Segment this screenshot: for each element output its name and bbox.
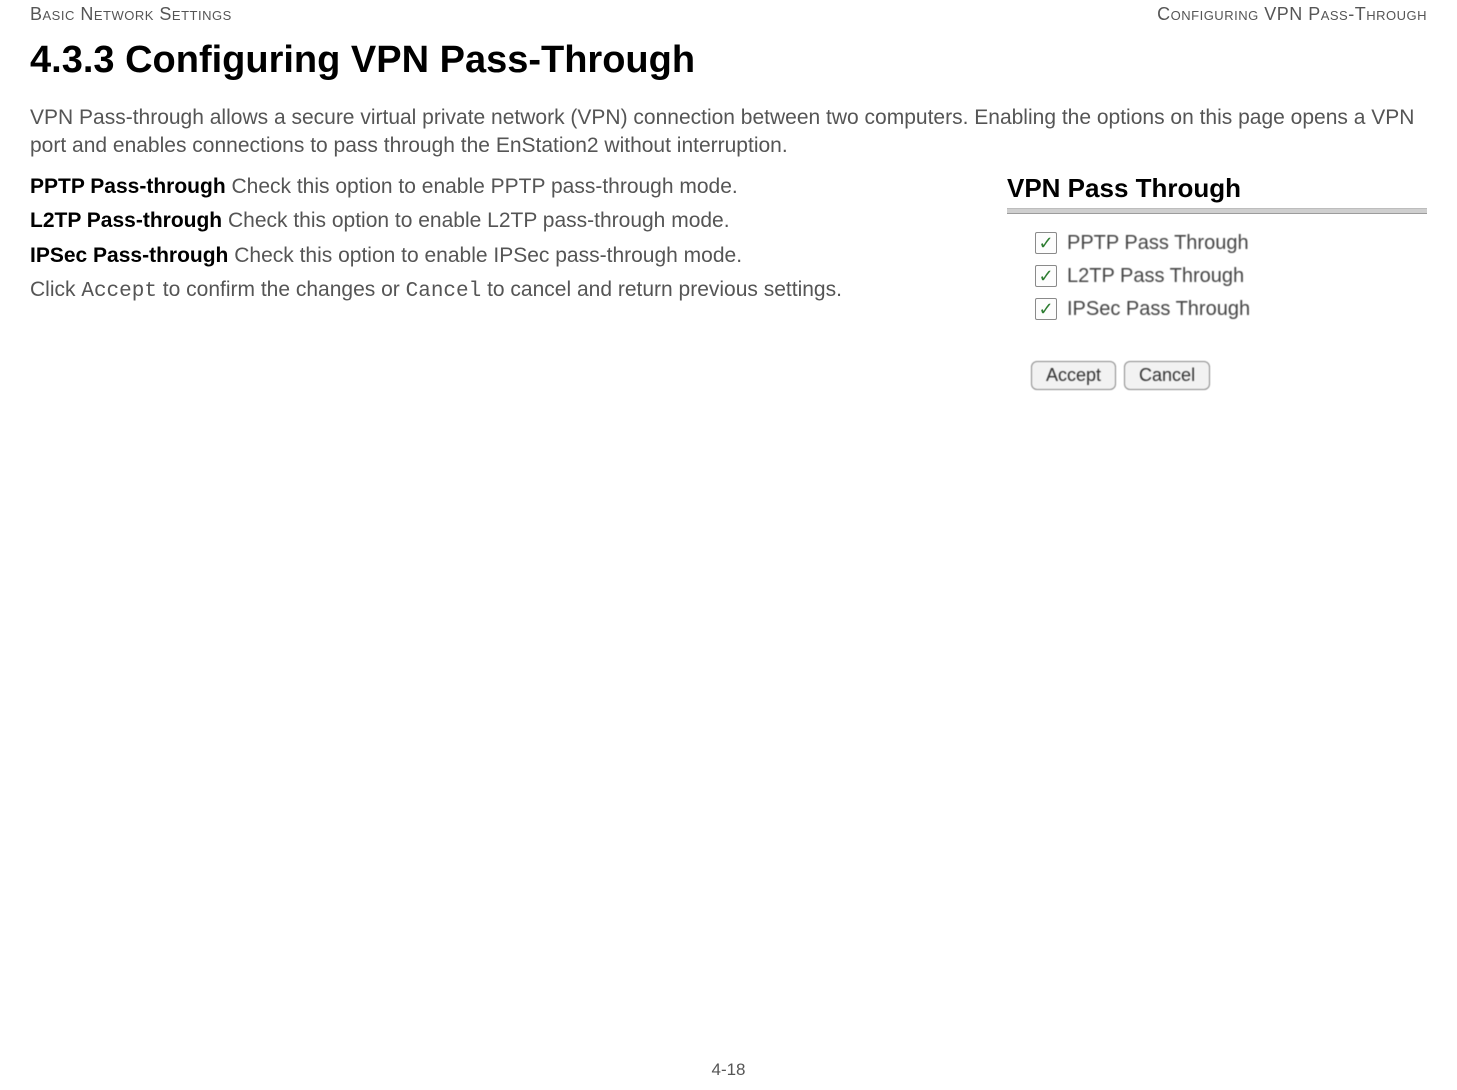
- option-pptp-label: PPTP Pass-through: [30, 175, 226, 198]
- text-column: PPTP Pass-through Check this option to e…: [30, 171, 977, 311]
- widget-divider: [1007, 208, 1427, 214]
- option-ipsec-label: IPSec Pass-through: [30, 244, 228, 267]
- confirm-mid: to confirm the changes or: [157, 278, 406, 301]
- accept-button[interactable]: Accept: [1031, 361, 1116, 390]
- checkbox-pptp-label: PPTP Pass Through: [1067, 232, 1249, 255]
- confirm-prefix: Click: [30, 278, 81, 301]
- option-ipsec: IPSec Pass-through Check this option to …: [30, 240, 977, 273]
- vpn-widget: VPN Pass Through ✓ PPTP Pass Through ✓ L…: [1007, 171, 1427, 390]
- widget-title: VPN Pass Through: [1007, 173, 1427, 208]
- option-l2tp: L2TP Pass-through Check this option to e…: [30, 205, 977, 238]
- widget-buttons: Accept Cancel: [1031, 361, 1427, 390]
- intro-paragraph: VPN Pass-through allows a secure virtual…: [30, 104, 1427, 161]
- confirm-line: Click Accept to confirm the changes or C…: [30, 274, 977, 309]
- option-pptp: PPTP Pass-through Check this option to e…: [30, 171, 977, 204]
- header-right: Configuring VPN Pass-Through: [1157, 4, 1427, 25]
- checkbox-ipsec[interactable]: ✓ IPSec Pass Through: [1035, 298, 1427, 321]
- section-heading: 4.3.3 Configuring VPN Pass-Through: [30, 39, 1427, 82]
- option-l2tp-label: L2TP Pass-through: [30, 209, 222, 232]
- checkbox-ipsec-label: IPSec Pass Through: [1067, 298, 1250, 321]
- checkbox-l2tp[interactable]: ✓ L2TP Pass Through: [1035, 265, 1427, 288]
- checkbox-l2tp-label: L2TP Pass Through: [1067, 265, 1244, 288]
- header-left: Basic Network Settings: [30, 4, 232, 25]
- checkbox-pptp-box[interactable]: ✓: [1035, 232, 1057, 254]
- checkbox-l2tp-box[interactable]: ✓: [1035, 265, 1057, 287]
- cancel-button[interactable]: Cancel: [1124, 361, 1210, 390]
- content-row: PPTP Pass-through Check this option to e…: [30, 171, 1427, 390]
- option-pptp-desc: Check this option to enable PPTP pass-th…: [226, 175, 738, 198]
- confirm-cancel-mono: Cancel: [406, 280, 482, 303]
- checkbox-pptp[interactable]: ✓ PPTP Pass Through: [1035, 232, 1427, 255]
- footer-page-number: 4-18: [0, 1060, 1457, 1080]
- option-ipsec-desc: Check this option to enable IPSec pass-t…: [228, 244, 742, 267]
- confirm-suffix: to cancel and return previous settings.: [481, 278, 842, 301]
- option-l2tp-desc: Check this option to enable L2TP pass-th…: [222, 209, 729, 232]
- page-header: Basic Network Settings Configuring VPN P…: [30, 0, 1427, 39]
- confirm-accept-mono: Accept: [81, 280, 157, 303]
- checkbox-ipsec-box[interactable]: ✓: [1035, 298, 1057, 320]
